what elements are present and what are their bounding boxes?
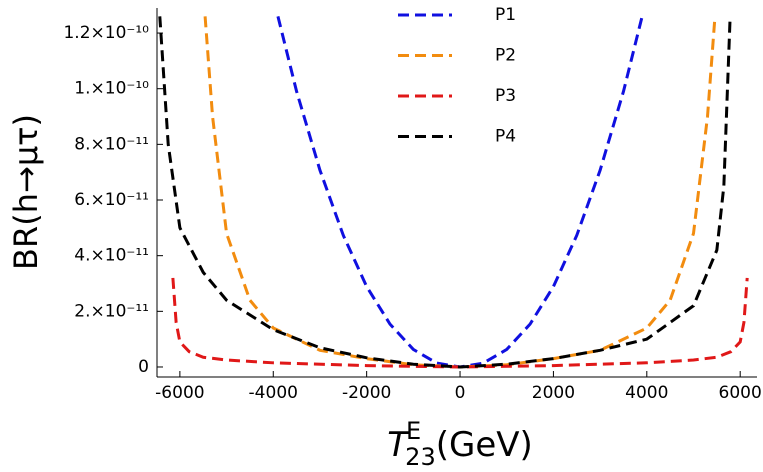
- y-axis-label: BR(h→μτ): [7, 114, 45, 270]
- series-line: [276, 15, 644, 369]
- plot-area: [158, 15, 749, 369]
- y-tick-label: 6.×10⁻¹¹: [74, 190, 149, 210]
- y-tick-label: 1.×10⁻¹⁰: [74, 79, 149, 99]
- x-tick-label: -4000: [249, 383, 298, 403]
- x-axis-label: TE 23(GeV): [387, 417, 533, 471]
- legend-label: P1: [495, 5, 516, 25]
- legend-label: P3: [495, 86, 516, 106]
- y-tick-label: 1.2×10⁻¹⁰: [63, 23, 149, 43]
- y-tick-label: 0: [138, 357, 149, 377]
- y-tick-label: 8.×10⁻¹¹: [74, 134, 149, 154]
- x-tick-label: 0: [455, 383, 466, 403]
- x-label-unit: (GeV): [436, 425, 533, 465]
- x-tick-label: 2000: [532, 383, 575, 403]
- x-tick-label: 4000: [625, 383, 668, 403]
- legend-label: P2: [495, 46, 516, 66]
- x-tick-label: -2000: [342, 383, 391, 403]
- x-tick-label: -6000: [155, 383, 204, 403]
- x-label-superscript: E: [406, 417, 421, 445]
- series-line: [171, 277, 749, 369]
- legend-label: P4: [495, 127, 516, 147]
- x-label-symbol: T: [387, 425, 410, 465]
- y-tick-label: 4.×10⁻¹¹: [74, 246, 149, 266]
- series-line: [203, 16, 717, 369]
- y-tick-label: 2.×10⁻¹¹: [74, 301, 149, 321]
- x-label-subscript: 23: [405, 443, 436, 471]
- x-tick-label: 6000: [719, 383, 762, 403]
- series-line: [158, 16, 732, 369]
